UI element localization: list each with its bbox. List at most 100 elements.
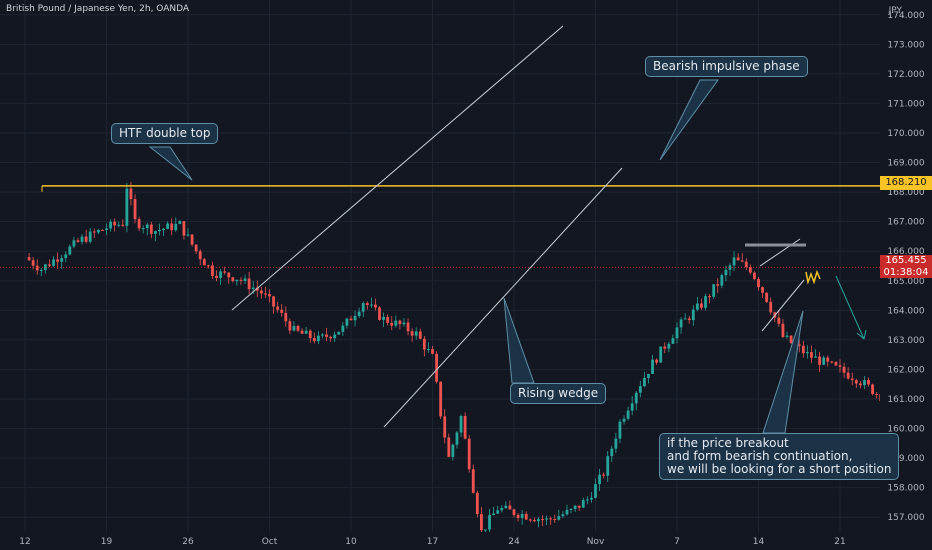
annotation-short-position[interactable]: if the price breakout and form bearish c… [659, 433, 900, 480]
candle-body [121, 224, 125, 226]
candle-body [508, 505, 512, 510]
wedge-lower-line [761, 279, 805, 332]
annotation-bearish-impulsive-phase[interactable]: Bearish impulsive phase [645, 56, 808, 77]
candle-body [414, 331, 418, 336]
candle-body [671, 338, 675, 344]
candle-body [814, 356, 817, 358]
candle-body [720, 275, 724, 286]
projected-wave [805, 269, 821, 285]
candle-body [826, 357, 830, 362]
candle-body [871, 384, 874, 395]
x-tick-label: Oct [262, 537, 278, 547]
y-tick-label: 162.000 [887, 365, 924, 375]
candle-body [484, 529, 487, 531]
annotation-rising-wedge[interactable]: Rising wedge [510, 383, 607, 404]
candle-body [35, 265, 39, 271]
candle-body [48, 264, 51, 266]
candle-body [215, 275, 218, 278]
candle-body [162, 228, 165, 231]
candle-body [532, 519, 536, 522]
y-tick-label: 163.000 [887, 336, 924, 346]
candle-body [31, 260, 35, 266]
candle-body [691, 309, 695, 321]
candle-body [345, 318, 349, 326]
candle-body [618, 421, 622, 439]
candle-body [194, 244, 198, 252]
candle-body [113, 221, 117, 226]
candle-body [822, 357, 826, 365]
candle-body [129, 188, 133, 200]
candle-body [610, 448, 614, 457]
channel-upper-line [231, 25, 564, 311]
time-axis-background [0, 532, 932, 550]
candle-body [382, 316, 385, 320]
candle-body [317, 335, 320, 342]
candle-body [84, 236, 88, 242]
candle-body [638, 386, 642, 393]
candle-body [667, 343, 671, 349]
candle-body [561, 514, 565, 517]
current-price-tag: 165.455 [880, 255, 932, 267]
x-tick-label: 10 [345, 537, 357, 547]
candle-body [781, 323, 785, 337]
candle-body [341, 325, 345, 332]
candle-body [850, 378, 854, 381]
candle-body [321, 334, 324, 336]
candle-body [740, 260, 744, 262]
candle-body [643, 377, 646, 387]
candle-body [349, 318, 353, 321]
channel-lower-line [383, 167, 623, 428]
candle-body [732, 257, 736, 266]
y-tick-label: 160.000 [887, 425, 924, 435]
y-tick-label: 171.000 [887, 99, 924, 109]
projection-arrow-head [856, 329, 867, 340]
candle-body [182, 221, 186, 236]
candle-body [149, 224, 153, 234]
candle-body [708, 296, 711, 298]
x-tick-label: 12 [19, 537, 30, 547]
candle-body [663, 346, 667, 349]
candle-body [867, 380, 870, 385]
candle-body [170, 223, 174, 231]
y-tick-label: 159.000 [887, 454, 924, 464]
candle-body [594, 484, 597, 498]
candle-body [500, 507, 504, 511]
candle-body [178, 221, 182, 224]
candle-body [785, 335, 789, 337]
candle-body [206, 265, 210, 267]
candle-body [748, 267, 752, 273]
annotation-htf-double-top[interactable]: HTF double top [111, 123, 219, 144]
y-tick-label: 168.000 [887, 188, 924, 198]
candle-body [231, 277, 235, 282]
candle-body [634, 392, 638, 404]
candle-body [105, 228, 108, 231]
candle-body [471, 469, 475, 493]
candle-body [406, 322, 410, 332]
candle-body [431, 349, 434, 354]
projection-arrow-line [835, 275, 865, 340]
candle-body [174, 223, 178, 231]
chart-title: British Pound / Japanese Yen, 2h, OANDA [6, 4, 190, 14]
candle-body [455, 432, 459, 445]
candle-body [797, 344, 801, 346]
candle-body [651, 359, 654, 374]
y-tick-label: 165.000 [887, 277, 924, 287]
candle-body [96, 229, 100, 233]
candle-body [101, 229, 104, 231]
candle-body [744, 261, 748, 268]
candle-body [68, 246, 72, 255]
candle-body [92, 231, 96, 233]
candle-body [789, 335, 793, 344]
candle-body [602, 474, 606, 476]
candle-body [80, 236, 84, 242]
y-tick-label: 173.000 [887, 40, 924, 50]
candle-body [606, 456, 610, 476]
candle-body [227, 272, 231, 278]
candle-body [141, 228, 145, 230]
candle-body [488, 515, 491, 530]
candle-body [365, 303, 369, 306]
candle-body [769, 301, 773, 313]
candle-body [276, 306, 280, 310]
y-tick-label: 164.000 [887, 306, 924, 316]
candle-body [394, 320, 398, 326]
